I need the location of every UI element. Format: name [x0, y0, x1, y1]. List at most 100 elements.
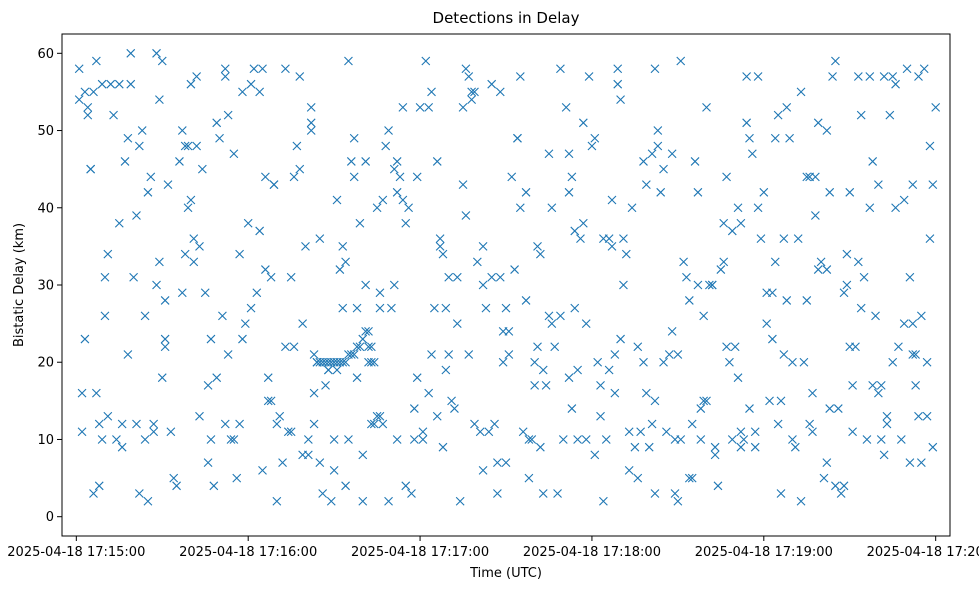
- data-point: [736, 218, 746, 228]
- data-point: [733, 203, 743, 213]
- data-point: [911, 350, 921, 359]
- data-point: [796, 87, 806, 97]
- plot-area: [62, 34, 950, 536]
- data-point: [793, 234, 803, 244]
- data-point: [195, 241, 204, 251]
- data-point: [719, 257, 729, 267]
- data-point: [292, 141, 302, 151]
- data-point: [624, 465, 634, 475]
- data-point: [914, 411, 923, 421]
- data-point: [129, 272, 139, 282]
- data-point: [865, 72, 875, 81]
- data-point: [730, 342, 740, 352]
- data-point: [375, 288, 385, 298]
- data-point: [805, 172, 815, 182]
- data-point: [727, 435, 737, 444]
- data-point: [498, 326, 508, 336]
- data-point: [249, 64, 259, 74]
- data-point: [650, 396, 660, 406]
- data-point: [106, 79, 116, 89]
- data-point: [361, 326, 371, 336]
- data-point: [303, 435, 313, 444]
- data-point: [853, 72, 863, 81]
- data-point: [458, 102, 468, 112]
- data-point: [358, 450, 368, 460]
- data-point: [77, 388, 87, 398]
- data-point: [908, 319, 918, 329]
- data-point: [871, 311, 880, 321]
- data-point: [349, 350, 359, 359]
- data-point: [644, 442, 654, 452]
- data-point: [160, 334, 170, 344]
- data-point: [619, 280, 628, 290]
- data-point: [641, 388, 651, 398]
- data-point: [215, 133, 224, 143]
- data-point: [882, 419, 892, 429]
- data-point: [149, 419, 159, 429]
- data-point: [298, 450, 308, 460]
- data-point: [395, 172, 405, 182]
- data-point: [641, 180, 651, 189]
- data-point: [750, 427, 760, 437]
- data-point: [687, 473, 697, 483]
- data-point: [206, 435, 216, 444]
- data-point: [796, 496, 806, 506]
- data-point: [418, 435, 428, 444]
- data-point: [155, 95, 164, 105]
- data-point: [727, 226, 737, 236]
- data-point: [759, 187, 769, 197]
- data-point: [180, 141, 190, 151]
- data-point: [518, 427, 528, 437]
- data-point: [427, 87, 436, 97]
- data-point: [845, 342, 855, 352]
- data-point: [346, 157, 356, 166]
- data-point: [630, 442, 640, 452]
- data-point: [616, 334, 625, 344]
- data-point: [114, 79, 124, 89]
- data-point: [839, 481, 849, 491]
- data-point: [344, 435, 353, 444]
- data-point: [375, 411, 385, 421]
- data-point: [315, 458, 325, 468]
- data-point: [788, 357, 797, 367]
- data-points: [74, 48, 941, 506]
- y-tick-label: 50: [37, 124, 54, 139]
- data-point: [389, 164, 399, 174]
- data-point: [779, 234, 789, 244]
- data-point: [487, 79, 497, 89]
- data-point: [220, 72, 230, 81]
- data-point: [664, 350, 674, 359]
- data-point: [779, 350, 789, 359]
- data-point: [146, 172, 156, 182]
- data-point: [745, 133, 754, 143]
- data-point: [599, 234, 608, 244]
- data-point: [152, 280, 161, 290]
- data-point: [593, 357, 603, 367]
- data-point: [352, 303, 362, 313]
- data-point: [329, 465, 339, 475]
- data-point: [825, 404, 835, 413]
- data-point: [407, 489, 416, 498]
- data-point: [773, 419, 783, 429]
- data-point: [928, 442, 938, 452]
- data-point: [212, 118, 222, 128]
- x-axis-title: Time (UTC): [469, 566, 542, 581]
- data-point: [888, 357, 898, 367]
- data-point: [332, 365, 342, 375]
- data-point: [472, 257, 482, 267]
- data-point: [487, 272, 497, 282]
- data-point: [172, 481, 181, 491]
- data-point: [762, 319, 772, 329]
- data-point: [636, 427, 646, 437]
- data-point: [544, 149, 554, 159]
- data-point: [670, 435, 680, 444]
- data-point: [183, 141, 193, 151]
- data-point: [530, 357, 540, 367]
- data-point: [699, 396, 709, 406]
- data-point: [157, 56, 167, 66]
- data-point: [753, 203, 763, 213]
- data-point: [561, 102, 571, 112]
- data-point: [461, 211, 471, 220]
- data-point: [747, 149, 757, 159]
